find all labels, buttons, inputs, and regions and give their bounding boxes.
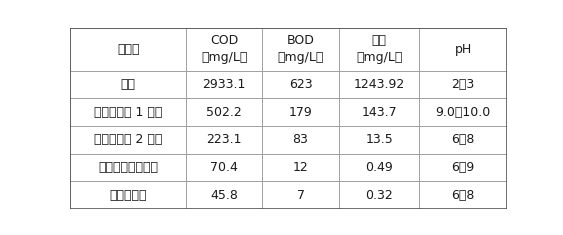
Text: 179: 179 [289,106,312,119]
Bar [419,71,507,98]
Bar [70,154,186,181]
Text: 9.0～10.0: 9.0～10.0 [435,106,491,119]
Bar [419,181,507,209]
Bar [186,98,262,126]
Text: 生化处理系统出水: 生化处理系统出水 [98,161,158,174]
Text: 原水: 原水 [120,78,136,91]
Bar [186,126,262,154]
Bar [339,126,419,154]
Bar [339,71,419,98]
Text: 6～9: 6～9 [452,161,475,174]
Bar [262,181,339,209]
Bar [186,71,262,98]
Text: 45.8: 45.8 [210,189,238,202]
Text: 清水池出水: 清水池出水 [109,189,147,202]
Text: 处理水: 处理水 [117,43,140,56]
Text: BOD
（mg/L）: BOD （mg/L） [278,35,324,64]
Bar [419,154,507,181]
Bar [186,181,262,209]
Text: pH: pH [454,43,472,56]
Bar [262,154,339,181]
Text: COD
（mg/L）: COD （mg/L） [201,35,247,64]
Bar [419,28,507,71]
Text: 70.4: 70.4 [210,161,238,174]
Text: 13.5: 13.5 [365,133,393,146]
Text: 混凝沉淀池 2 出水: 混凝沉淀池 2 出水 [94,133,162,146]
Bar [70,98,186,126]
Text: 0.32: 0.32 [365,189,393,202]
Bar [419,126,507,154]
Text: 总磷
（mg/L）: 总磷 （mg/L） [356,35,402,64]
Text: 2～3: 2～3 [452,78,475,91]
Text: 7: 7 [297,189,305,202]
Text: 6～8: 6～8 [452,133,475,146]
Bar [262,126,339,154]
Bar [70,126,186,154]
Text: 623: 623 [289,78,312,91]
Text: 143.7: 143.7 [361,106,397,119]
Bar [186,154,262,181]
Bar [419,98,507,126]
Bar [70,28,186,71]
Text: 83: 83 [293,133,309,146]
Text: 混凝沉淀池 1 出水: 混凝沉淀池 1 出水 [94,106,162,119]
Bar [70,181,186,209]
Bar [262,71,339,98]
Text: 12: 12 [293,161,309,174]
Bar [262,98,339,126]
Bar [339,28,419,71]
Bar [262,28,339,71]
Text: 223.1: 223.1 [207,133,242,146]
Bar [339,98,419,126]
Bar [339,154,419,181]
Bar [186,28,262,71]
Text: 502.2: 502.2 [206,106,242,119]
Text: 0.49: 0.49 [365,161,393,174]
Text: 2933.1: 2933.1 [203,78,246,91]
Bar [339,181,419,209]
Bar [70,71,186,98]
Text: 6～8: 6～8 [452,189,475,202]
Text: 1243.92: 1243.92 [354,78,405,91]
